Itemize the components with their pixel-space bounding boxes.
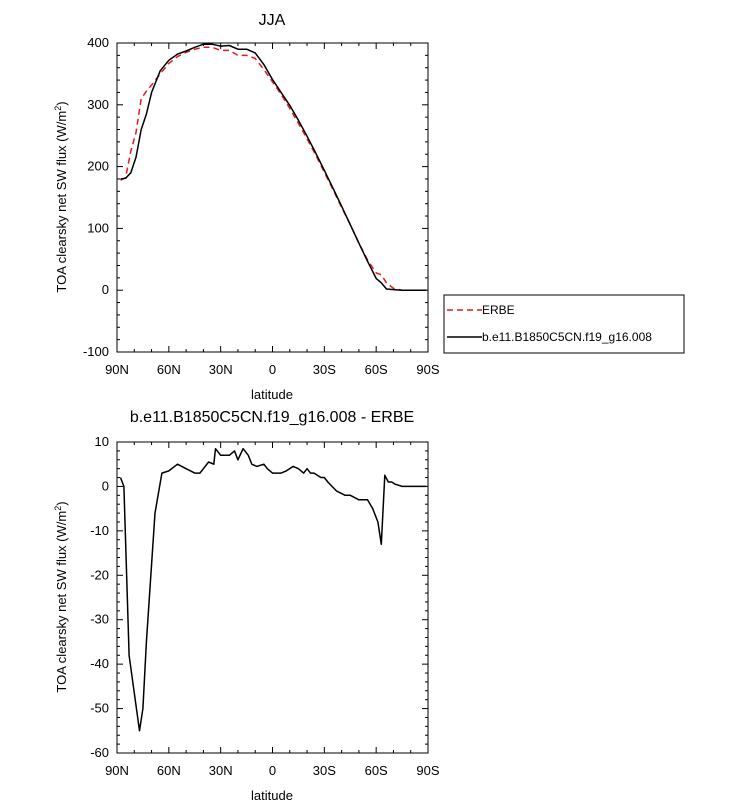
top-y-ticks: -100 0 100 200 300 400 <box>83 35 428 359</box>
bottom-panel: b.e11.B1850C5CN.f19_g16.008 - ERBE -60 -5… <box>53 409 440 803</box>
x-tick-label: 90N <box>105 362 129 377</box>
y-tick-label: -30 <box>90 612 109 627</box>
bottom-x-axis-label: latitude <box>251 788 293 803</box>
legend-box <box>443 294 685 354</box>
series-line-erbe <box>120 46 427 291</box>
top-plot-frame <box>116 42 429 353</box>
y-tick-label: 400 <box>87 35 109 50</box>
y-tick-label: -50 <box>90 701 109 716</box>
y-tick-label: -40 <box>90 656 109 671</box>
top-series-lines <box>120 43 427 291</box>
top-legend: ERBE b.e11.B1850C5CN.f19_g16.008 <box>443 294 685 354</box>
series-line-1-0 <box>119 447 427 732</box>
x-tick-label: 60N <box>157 763 181 778</box>
bottom-chart-title: b.e11.B1850C5CN.f19_g16.008 - ERBE <box>130 409 414 426</box>
y-tick-label: 300 <box>87 97 109 112</box>
x-tick-label: 30N <box>209 362 233 377</box>
top-x-ticks: 90N 60N 30N 0 30S 60S 90S <box>105 43 440 377</box>
top-x-axis-label: latitude <box>251 387 293 402</box>
bottom-series-lines <box>119 447 427 732</box>
bottom-y-ticks: -60 -50 -40 -30 -20 -10 0 10 <box>90 434 428 760</box>
legend-label-model: b.e11.B1850C5CN.f19_g16.008 <box>482 330 652 344</box>
x-tick-label: 60S <box>365 763 388 778</box>
x-tick-label: 90N <box>105 763 129 778</box>
y-tick-label: 10 <box>95 434 109 449</box>
y-tick-label: 200 <box>87 159 109 174</box>
top-y-axis-label: TOA clearsky net SW flux (W/m2) <box>53 101 69 292</box>
y-tick-label: 100 <box>87 220 109 235</box>
y-tick-label: -20 <box>90 567 109 582</box>
x-tick-label: 30N <box>209 763 233 778</box>
series-line-b-e11-b1850c5cn-f19-g16-008 <box>120 43 427 291</box>
y-tick-label: -60 <box>90 745 109 760</box>
x-tick-label: 0 <box>269 362 276 377</box>
legend-label-erbe: ERBE <box>482 303 515 317</box>
y-tick-label: -10 <box>90 523 109 538</box>
x-tick-label: 60S <box>365 362 388 377</box>
x-tick-label: 30S <box>313 763 336 778</box>
bottom-x-ticks: 90N 60N 30N 0 30S 60S 90S <box>105 442 440 778</box>
y-tick-label: -100 <box>83 344 109 359</box>
x-tick-label: 90S <box>416 763 439 778</box>
x-tick-label: 60N <box>157 362 181 377</box>
x-tick-label: 0 <box>269 763 276 778</box>
y-tick-label: 0 <box>102 282 109 297</box>
top-chart-title: JJA <box>259 12 286 29</box>
x-tick-label: 30S <box>313 362 336 377</box>
bottom-plot-frame <box>116 441 429 754</box>
bottom-y-axis-label: TOA clearsky net SW flux (W/m2) <box>53 501 69 692</box>
x-tick-label: 90S <box>416 362 439 377</box>
y-tick-label: 0 <box>102 478 109 493</box>
